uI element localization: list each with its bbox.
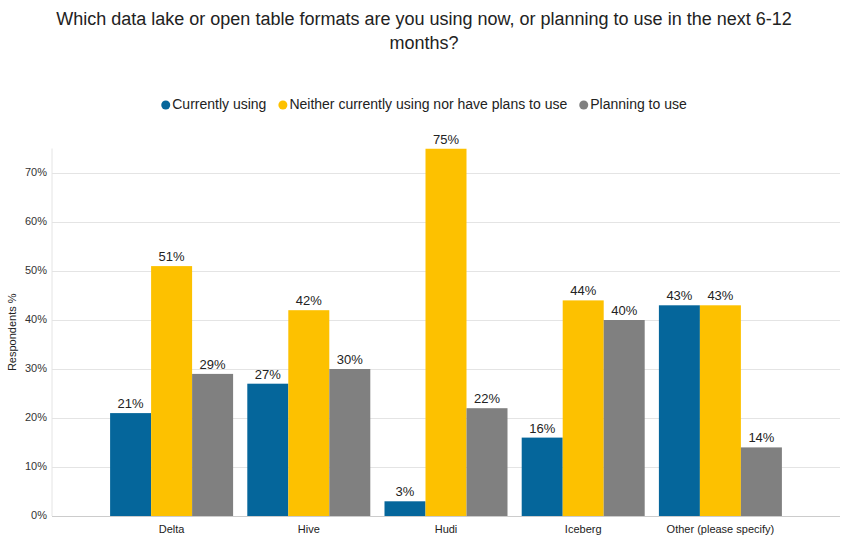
x-tick-label: Hudi	[435, 523, 458, 535]
data-label: 75%	[433, 132, 459, 147]
x-tick-label: Hive	[298, 523, 320, 535]
data-labels: 21% 51% 29% 27% 42% 30% 3% 75% 22% 16% 44% 40% 43% 43…	[118, 132, 775, 500]
y-tick-label: 0%	[31, 509, 47, 521]
bar	[426, 149, 467, 517]
title-line: months?	[389, 33, 458, 53]
legend-item: Neither currently using nor have plans t…	[278, 96, 567, 112]
bar	[700, 305, 741, 516]
data-label: 16%	[529, 421, 555, 436]
data-label: 42%	[296, 293, 322, 308]
bar	[385, 501, 426, 516]
x-tick-label: Other (please specify)	[667, 523, 775, 535]
bar	[288, 310, 329, 516]
bars	[110, 149, 782, 517]
bar	[741, 447, 782, 516]
y-tick-label: 30%	[25, 362, 47, 374]
legend-label: Neither currently using nor have plans t…	[289, 96, 567, 112]
data-label: 3%	[396, 484, 415, 499]
y-tick-label: 60%	[25, 215, 47, 227]
legend-swatch	[161, 101, 170, 110]
legend-item: Planning to use	[579, 96, 687, 112]
bar	[329, 369, 370, 516]
chart: Which data lake or open table formats ar…	[0, 0, 848, 546]
data-label: 29%	[200, 357, 226, 372]
legend-swatch	[278, 101, 287, 110]
legend-item: Currently using	[161, 96, 266, 112]
y-tick-label: 40%	[25, 313, 47, 325]
y-tick-label: 20%	[25, 411, 47, 423]
title-line: Which data lake or open table formats ar…	[56, 9, 791, 29]
data-label: 40%	[611, 303, 637, 318]
legend-label: Planning to use	[590, 96, 687, 112]
y-tick-label: 70%	[25, 166, 47, 178]
bar	[467, 408, 508, 516]
x-tick-label: Delta	[159, 523, 186, 535]
data-label: 14%	[748, 430, 774, 445]
data-label: 30%	[337, 352, 363, 367]
data-label: 27%	[255, 367, 281, 382]
data-label: 22%	[474, 391, 500, 406]
y-axis-line	[52, 149, 53, 517]
data-label: 21%	[118, 396, 144, 411]
x-tick-label: Iceberg	[565, 523, 602, 535]
title: Which data lake or open table formats ar…	[56, 9, 791, 53]
bar	[659, 305, 700, 516]
data-label: 44%	[570, 283, 596, 298]
bar	[151, 266, 192, 516]
legend-label: Currently using	[172, 96, 266, 112]
y-tick-label: 10%	[25, 460, 47, 472]
data-label: 51%	[159, 249, 185, 264]
bar	[522, 438, 563, 516]
data-label: 43%	[666, 288, 692, 303]
grid-line	[52, 516, 840, 517]
bar	[192, 374, 233, 516]
y-axis-label: Respondents %	[6, 293, 18, 371]
data-label: 43%	[707, 288, 733, 303]
bar	[604, 320, 645, 516]
bar	[247, 384, 288, 516]
legend-swatch	[579, 101, 588, 110]
bar	[110, 413, 151, 516]
y-tick-label: 50%	[25, 264, 47, 276]
legend: Currently using Neither currently using n…	[161, 96, 687, 112]
bar	[563, 300, 604, 516]
